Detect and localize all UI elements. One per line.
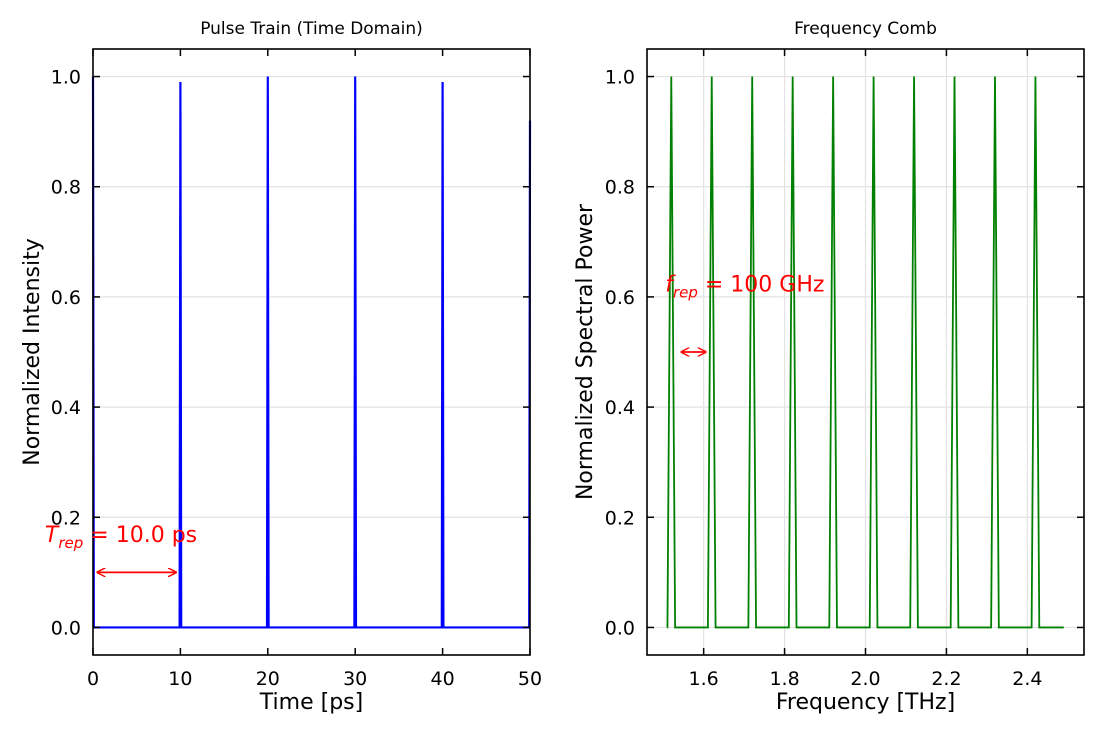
annotation-sub: rep [673, 283, 698, 301]
y-tick-label: 0.8 [605, 177, 635, 199]
annotation: frep = 100 GHz [665, 272, 824, 352]
annotation-label: frep = 100 GHz [665, 272, 824, 301]
y-tick-label: 1.0 [605, 67, 635, 89]
y-tick-label: 0.0 [605, 617, 635, 639]
x-tick-label: 40 [431, 668, 455, 690]
annotation-var: f [665, 272, 676, 297]
annotation: Trep = 10.0 ps [45, 523, 197, 572]
annotation-rest: = 100 GHz [698, 272, 825, 297]
y-tick-label: 1.0 [51, 67, 81, 89]
y-tick-label: 0.0 [51, 617, 81, 639]
x-tick-label: 1.8 [769, 668, 799, 690]
y-tick-label: 0.2 [605, 507, 635, 529]
panel-1: 0 10 20 30 40 50 0.0 0.2 0.4 0.6 0.8 1.0 Pulse Train… [20, 19, 542, 715]
x-axis-label: Time [ps] [259, 690, 363, 715]
annotation-var: T [45, 523, 60, 548]
x-axis-label: Frequency [THz] [776, 690, 955, 715]
y-axis-label: Normalized Spectral Power [573, 203, 598, 500]
x-tick-label: 0 [87, 668, 99, 690]
y-tick-label: 0.6 [605, 287, 635, 309]
series [666, 76, 1064, 629]
x-tick-label: 20 [256, 668, 280, 690]
ticks: 1.6 1.8 2.0 2.2 2.4 0.0 0.2 0.4 0.6 0.8 1.0 [605, 49, 1084, 690]
panel-title: Pulse Train (Time Domain) [200, 19, 423, 39]
x-tick-label: 2.2 [931, 668, 961, 690]
comb-line [666, 76, 1064, 629]
axes-frame [92, 48, 531, 656]
annotation-label: Trep = 10.0 ps [45, 523, 197, 552]
y-axis-label: Normalized Intensity [20, 238, 45, 466]
annotation-sub: rep [58, 534, 83, 552]
x-tick-label: 2.4 [1012, 668, 1042, 690]
y-tick-label: 0.2 [51, 507, 81, 529]
y-tick-label: 0.6 [51, 287, 81, 309]
y-tick-label: 0.4 [51, 397, 81, 419]
annotation-rest: = 10.0 ps [83, 523, 197, 548]
x-tick-label: 50 [518, 668, 542, 690]
x-tick-label: 30 [343, 668, 367, 690]
pulse-train-line [91, 76, 532, 629]
panel-title: Frequency Comb [794, 19, 937, 39]
series [91, 76, 532, 629]
y-tick-label: 0.4 [605, 397, 635, 419]
ticks: 0 10 20 30 40 50 0.0 0.2 0.4 0.6 0.8 1.0 [51, 49, 542, 690]
panel-2: 1.6 1.8 2.0 2.2 2.4 0.0 0.2 0.4 0.6 0.8 1.0 Frequen… [573, 19, 1085, 715]
x-tick-label: 10 [168, 668, 192, 690]
x-tick-label: 2.0 [850, 668, 880, 690]
y-tick-label: 0.8 [51, 177, 81, 199]
x-tick-label: 1.6 [689, 668, 719, 690]
